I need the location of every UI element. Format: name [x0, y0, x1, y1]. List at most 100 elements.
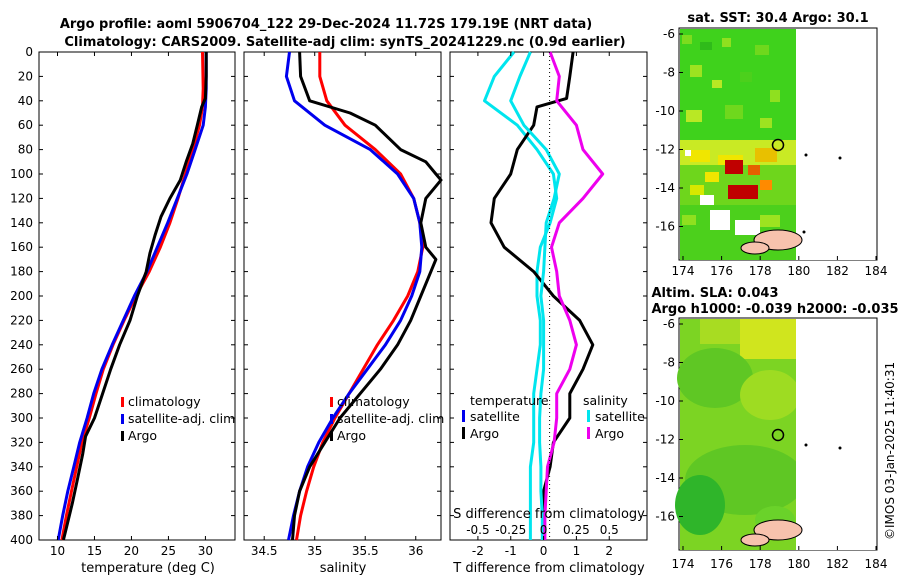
salinity-difference-x-ticks: -0.5 -0.25 0 0.25 0.5 [466, 523, 619, 537]
legend-label-t-satellite: satellite [470, 409, 520, 424]
map-lon-label: 176 [710, 557, 733, 571]
x2-tick-label: -0.25 [495, 523, 526, 537]
legend-swatch-climatology [121, 397, 124, 407]
depth-tick-label: 320 [10, 435, 33, 449]
temperature-series [56, 51, 208, 541]
series-line-satellite-adj-clim [284, 51, 424, 541]
x-tick-label: 15 [87, 544, 102, 558]
depth-tick-label: 180 [10, 265, 33, 279]
legend-label-s-argo: Argo [595, 426, 624, 441]
figure-title-line1: Argo profile: aoml 5906704_122 29-Dec-20… [60, 17, 592, 32]
series-line-climatology [295, 52, 425, 541]
legend-title-salinity: salinity [583, 393, 628, 408]
x-tick-label: -1 [505, 544, 517, 558]
depth-tick-label: 80 [18, 143, 33, 157]
x-tick-label: -2 [472, 544, 484, 558]
depth-tick-label: 160 [10, 240, 33, 254]
figure-title-line2: Climatology: CARS2009. Satellite-adj cli… [64, 35, 625, 50]
legend-label-argo: Argo [128, 428, 157, 443]
temperature-x-ticks: 10 15 20 25 30 [50, 52, 213, 558]
depth-tick-label: 400 [10, 533, 33, 547]
argo-position-marker-sst [771, 138, 785, 152]
map-lat-label: -12 [655, 143, 675, 157]
legend-label-t-argo: Argo [470, 426, 499, 441]
x-tick-label: 0 [540, 544, 548, 558]
map-ticks: 174 176 178 180 182 184 -6 -8 -10 -12 -14 -16 174 176… [655, 27, 887, 571]
map-lat-label: -10 [655, 104, 675, 118]
legend-label-climatology: climatology [337, 394, 410, 409]
map-lat-label: -16 [655, 220, 675, 234]
map-lon-label: 182 [826, 264, 849, 278]
map-lat-label: -6 [663, 27, 675, 41]
x-tick-label: 35 [307, 544, 322, 558]
legend-title-temperature: temperature [470, 393, 549, 408]
difference-x-ticks: -2 -1 0 1 2 [472, 52, 613, 558]
depth-tick-label: 260 [10, 362, 33, 376]
x2-tick-label: 0.5 [600, 523, 619, 537]
difference-xlabel: T difference from climatology [452, 561, 645, 576]
series-line-salinity-argo [543, 51, 605, 540]
sla-map-subtitle: Argo h1000: -0.039 h2000: -0.035 [651, 302, 898, 317]
map-lon-label: 174 [672, 264, 695, 278]
series-line-temperature-satellite [483, 51, 559, 540]
x-tick-label: 25 [161, 544, 176, 558]
x2-tick-label: -0.5 [466, 523, 489, 537]
legend-swatch-s-satellite [587, 410, 590, 422]
legend-swatch-satellite [330, 414, 333, 424]
salinity-series [284, 51, 443, 541]
legend-label-satellite: satellite-adj. clim [337, 411, 444, 426]
depth-tick-label: 340 [10, 460, 33, 474]
credit: ©IMOS 03-Jan-2025 11:40:31 [883, 362, 897, 540]
sst-map-title: sat. SST: 30.4 Argo: 30.1 [687, 11, 868, 26]
map-lon-label: 184 [865, 264, 888, 278]
x-tick-label: 36 [408, 544, 423, 558]
map-lat-label: -6 [663, 317, 675, 331]
x2-tick-label: 0.25 [563, 523, 590, 537]
salinity-difference-xlabel: S difference from climatology [453, 507, 645, 522]
map-lon-label: 174 [672, 557, 695, 571]
salinity-legend: climatology satellite-adj. clim Argo [330, 394, 444, 443]
depth-tick-label: 100 [10, 167, 33, 181]
depth-tick-label: 140 [10, 216, 33, 230]
legend-swatch-t-argo [462, 427, 465, 439]
map-lat-label: -8 [663, 356, 675, 370]
depth-tick-label: 120 [10, 191, 33, 205]
map-lat-label: -14 [655, 181, 675, 195]
map-lat-label: -10 [655, 394, 675, 408]
series-line-salinity-satellite [509, 51, 561, 540]
map-lat-label: -16 [655, 510, 675, 524]
legend-swatch-argo [121, 431, 124, 441]
depth-tick-label: 40 [18, 94, 33, 108]
salinity-x-ticks: 34.5 35 35.5 36 [251, 52, 423, 558]
map-lat-label: -14 [655, 471, 675, 485]
depth-tick-label: 380 [10, 509, 33, 523]
x-tick-label: 30 [198, 544, 213, 558]
series-line-satellite-adj-clim [56, 52, 208, 541]
x-tick-label: 2 [605, 544, 613, 558]
legend-swatch-climatology [330, 397, 333, 407]
legend-swatch-satellite [121, 414, 124, 424]
salinity-xlabel: salinity [320, 561, 367, 576]
depth-tick-label: 20 [18, 69, 33, 83]
difference-series [483, 51, 605, 540]
map-lon-label: 180 [787, 264, 810, 278]
legend-swatch-argo [330, 431, 333, 441]
argo-position-marker-sla [771, 428, 785, 442]
depth-tick-label: 280 [10, 387, 33, 401]
temperature-xlabel: temperature (deg C) [81, 561, 215, 576]
sla-map [675, 317, 878, 551]
map-lon-label: 180 [787, 557, 810, 571]
map-lon-label: 176 [710, 264, 733, 278]
series-line-climatology [60, 51, 205, 541]
depth-axis: 0 20 40 60 80 100 120 140 160 180 200 220 240 260 280 3… [10, 45, 647, 547]
depth-tick-label: 360 [10, 484, 33, 498]
legend-label-argo: Argo [337, 428, 366, 443]
legend-label-climatology: climatology [128, 394, 201, 409]
depth-tick-label: 220 [10, 313, 33, 327]
legend-swatch-t-satellite [462, 410, 465, 422]
depth-tick-label: 300 [10, 411, 33, 425]
x-tick-label: 34.5 [251, 544, 278, 558]
map-lat-label: -12 [655, 433, 675, 447]
map-lat-label: -8 [663, 66, 675, 80]
